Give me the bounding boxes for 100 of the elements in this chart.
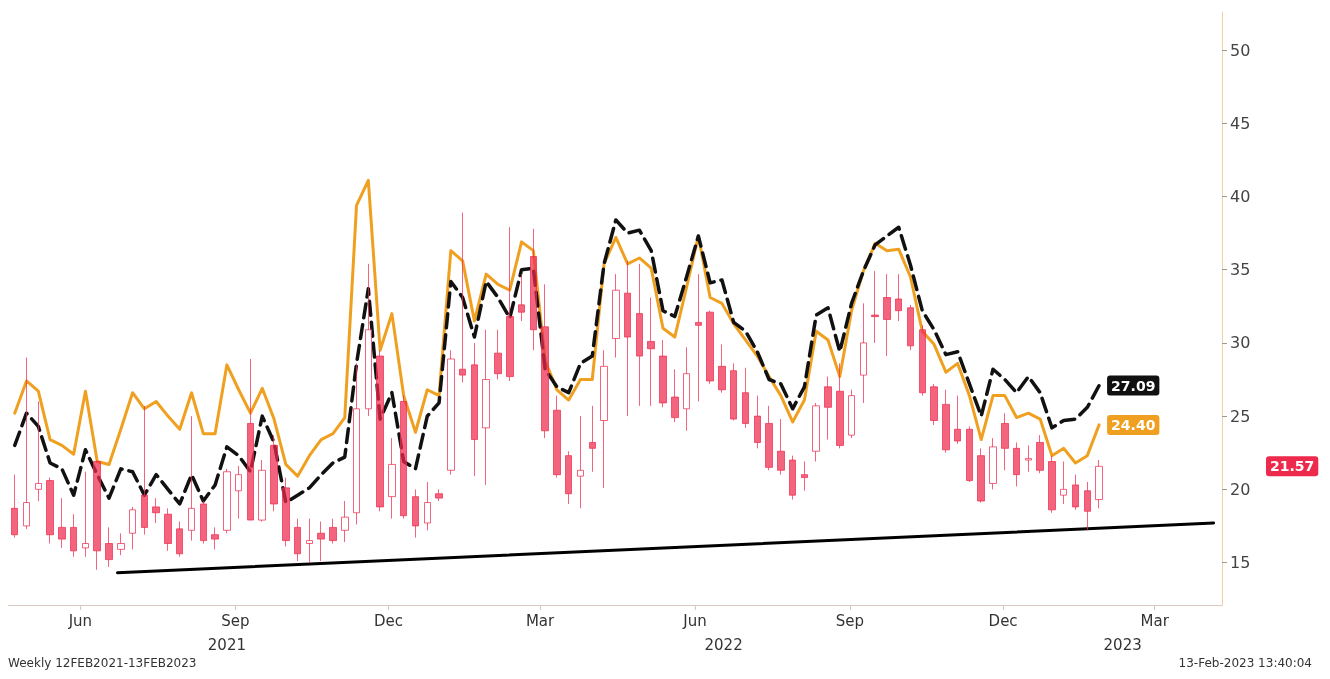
x-tick-label: Jun — [67, 611, 93, 630]
candlestick — [211, 526, 219, 550]
line-series — [12, 218, 1101, 506]
candlestick — [494, 329, 502, 381]
candlestick — [70, 513, 77, 558]
candlestick — [317, 521, 325, 562]
candlestick — [247, 358, 254, 521]
x2-tick-label: 2023 — [1103, 635, 1142, 654]
candlestick — [683, 346, 690, 432]
candlestick — [435, 488, 443, 502]
candlestick — [860, 302, 867, 404]
candlestick — [659, 339, 667, 408]
x-tick-label: Jun — [682, 611, 707, 630]
candlestick — [294, 518, 301, 562]
candlestick — [612, 273, 620, 359]
candlestick — [152, 497, 160, 524]
candlestick — [459, 212, 466, 383]
candlestick — [541, 283, 549, 439]
candlestick — [765, 405, 773, 471]
candlestick — [424, 481, 431, 531]
candlestick — [447, 349, 455, 476]
y-tick-label: 40 — [1230, 186, 1251, 206]
candlestick — [1095, 459, 1103, 509]
candlestick — [1048, 455, 1056, 514]
candlestick — [46, 477, 54, 544]
candlestick — [966, 425, 973, 483]
candlestick — [848, 389, 855, 439]
y-tick-label: 30 — [1230, 333, 1251, 353]
candlestick — [1025, 444, 1032, 473]
candlestick — [412, 488, 419, 539]
candlestick — [1060, 461, 1067, 505]
candlestick — [754, 395, 761, 449]
candlestick — [1013, 441, 1020, 487]
candlestick — [706, 310, 714, 385]
candlestick — [624, 260, 631, 417]
candlestick — [577, 415, 584, 509]
x-tick-label: Sep — [221, 611, 250, 630]
x-tick-label: Dec — [988, 611, 1018, 630]
x-tick-label: Sep — [835, 611, 865, 630]
candlestick — [942, 389, 950, 454]
candlestick — [789, 455, 796, 501]
candlestick — [1001, 412, 1009, 471]
candlestick — [82, 471, 89, 558]
candlestick — [282, 477, 290, 547]
x-tick-label: Mar — [1140, 611, 1170, 630]
candlestick — [482, 329, 490, 486]
candlestick — [977, 447, 985, 504]
candlestick — [1072, 474, 1079, 511]
candlestick — [989, 437, 997, 490]
candlestick — [58, 497, 66, 549]
candlestick — [636, 263, 643, 407]
candlestick — [141, 405, 148, 536]
candlestick — [600, 349, 608, 489]
candlestick — [164, 507, 172, 552]
candlestick — [671, 368, 679, 423]
y-tick-label: 35 — [1230, 260, 1251, 280]
candlestick — [353, 362, 360, 525]
candlestick — [824, 376, 832, 441]
candlestick — [530, 228, 537, 351]
candlestick — [129, 506, 136, 550]
candlestick — [954, 395, 961, 445]
candlestick — [117, 532, 125, 556]
candlestick — [400, 395, 407, 520]
data-label: 27.09 — [1111, 377, 1156, 394]
y-tick-label: 25 — [1230, 406, 1251, 426]
candlestick — [176, 521, 183, 558]
candlestick — [919, 324, 926, 397]
candlestick — [223, 468, 231, 534]
x-tick-label: Mar — [525, 611, 556, 630]
candlestick — [836, 362, 844, 449]
candlestick — [742, 367, 749, 429]
text: 13-Feb-2023 13:40:04 — [1178, 656, 1313, 670]
candlestick — [812, 402, 820, 463]
candlestick — [35, 400, 42, 502]
candlestick — [105, 526, 113, 568]
candlestick — [718, 343, 726, 394]
text: Weekly 12FEB2021-13FEB2023 — [8, 656, 197, 670]
candlestick — [341, 500, 349, 543]
candlestick — [235, 465, 242, 520]
candlestick — [200, 500, 207, 544]
candlestick — [471, 342, 478, 477]
candlestick — [329, 518, 337, 544]
candlestick — [258, 459, 266, 523]
candlestick — [1036, 434, 1044, 474]
candlestick — [306, 518, 313, 564]
candlestick — [647, 297, 655, 407]
y-tick-label: 15 — [1230, 553, 1251, 573]
candlestick — [23, 357, 30, 530]
x2-tick-label: 2022 — [704, 635, 743, 654]
y-tick-label: 20 — [1230, 479, 1251, 499]
candlestick — [518, 273, 525, 322]
candlestick — [883, 273, 891, 357]
candlestick — [695, 273, 702, 402]
data-label: 24.40 — [1111, 416, 1156, 433]
y-tick-label: 50 — [1230, 40, 1251, 60]
candlestick — [730, 362, 737, 422]
candlestick — [553, 395, 561, 479]
candlestick — [777, 418, 785, 476]
candlestick — [506, 226, 514, 382]
candlestick — [270, 434, 278, 512]
